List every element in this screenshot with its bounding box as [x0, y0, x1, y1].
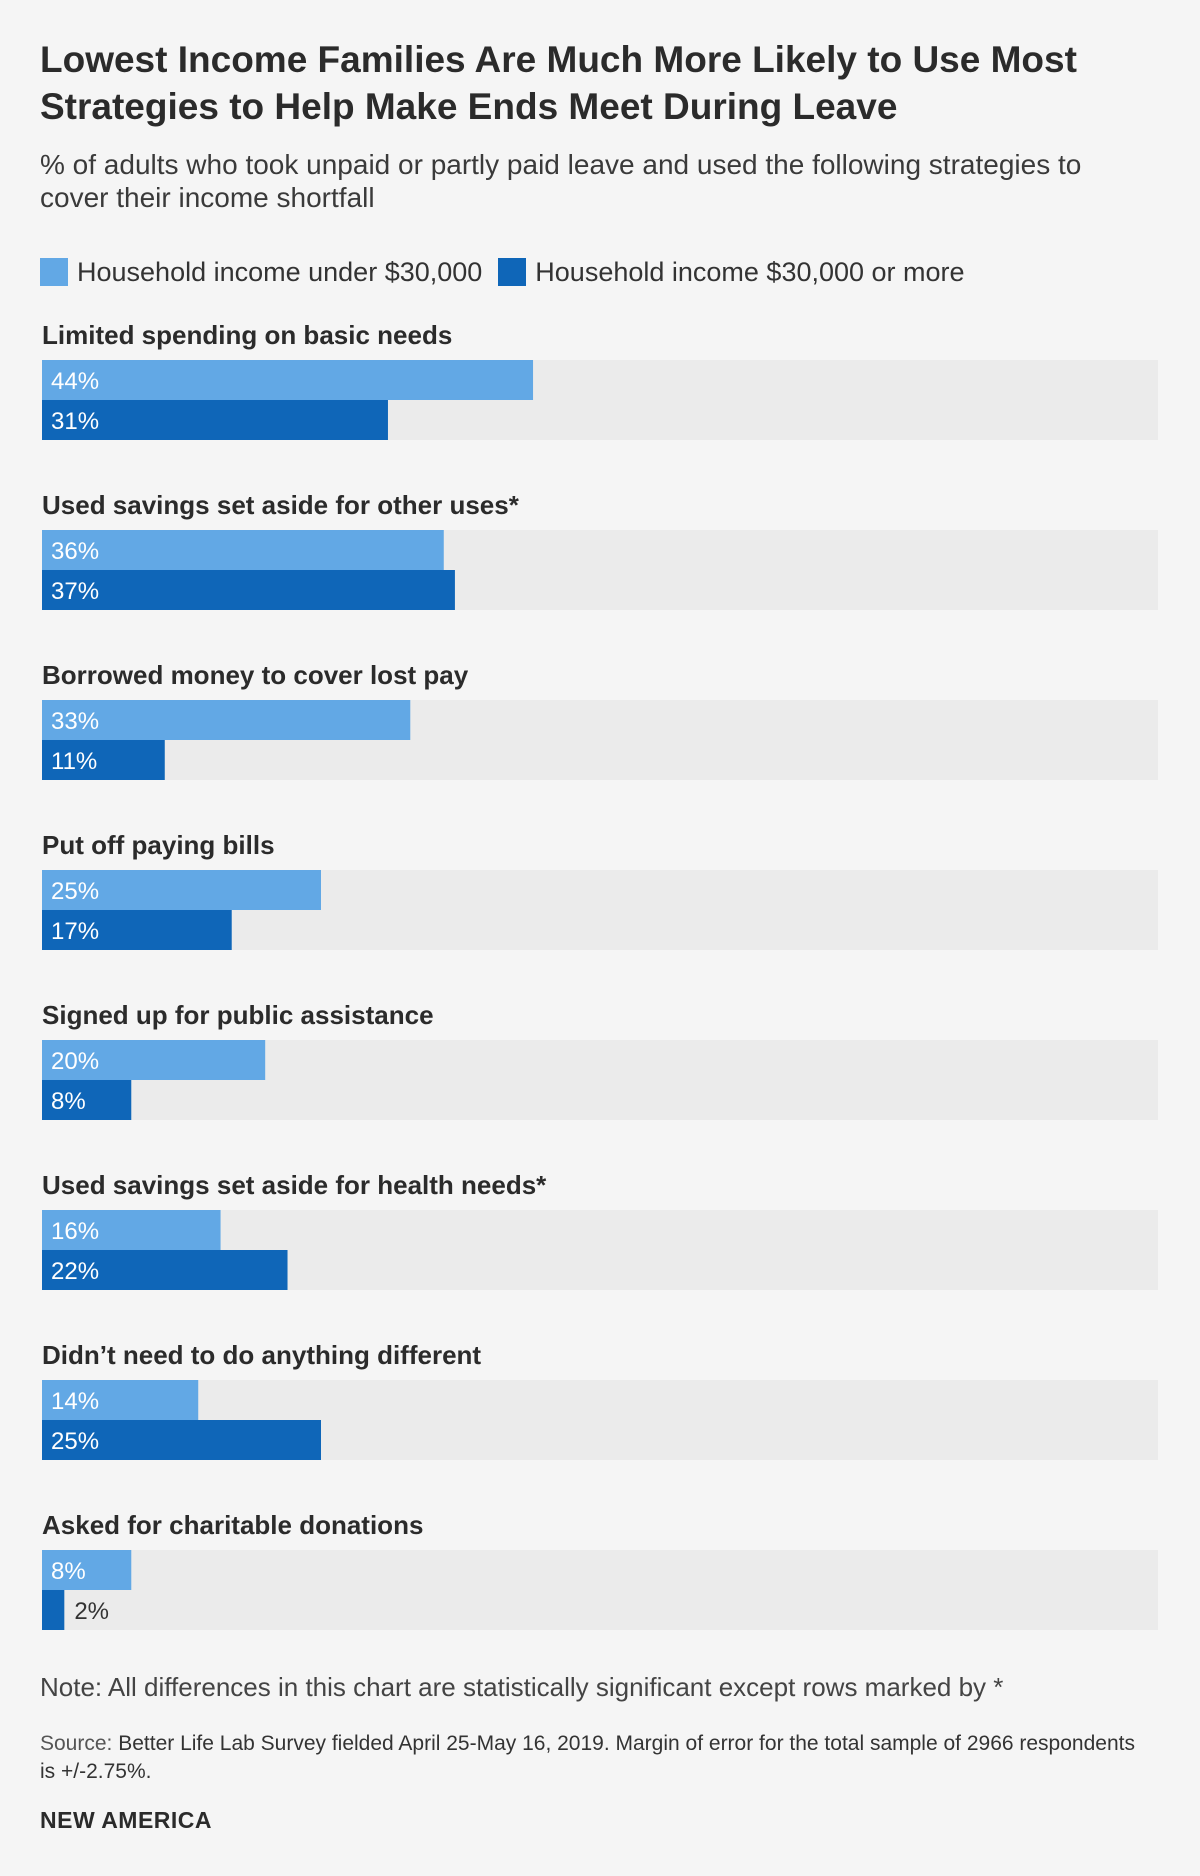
- legend-swatch-30k-or-more: [498, 258, 527, 286]
- data-label: 22%: [51, 1258, 99, 1285]
- bar: [42, 360, 534, 400]
- data-label: 2%: [74, 1598, 109, 1625]
- data-label: 31%: [51, 408, 99, 435]
- bar: [42, 1380, 199, 1420]
- data-label: 17%: [51, 918, 99, 945]
- category-label: Limited spending on basic needs: [42, 320, 452, 350]
- chart-legend: Household income under $30,000 Household…: [40, 255, 981, 289]
- data-label: 11%: [51, 748, 97, 775]
- legend-item-under-30k: Household income under $30,000: [40, 257, 482, 288]
- legend-label-30k-or-more: Household income $30,000 or more: [535, 256, 965, 287]
- bar: [42, 570, 455, 610]
- data-label: 8%: [51, 1088, 86, 1115]
- data-label: 20%: [51, 1048, 99, 1075]
- bar-track: [42, 1550, 1158, 1630]
- legend-item-30k-or-more: Household income $30,000 or more: [498, 256, 965, 288]
- chart-title: Lowest Income Families Are Much More Lik…: [40, 39, 1077, 127]
- bar-chart: Limited spending on basic needs 44% 31% Use…: [42, 320, 1158, 1630]
- category-label: Put off paying bills: [42, 830, 275, 860]
- bar: [42, 910, 232, 950]
- category-label: Borrowed money to cover lost pay: [42, 660, 469, 690]
- data-label: 33%: [51, 708, 99, 735]
- bar: [42, 1250, 288, 1290]
- bar: [42, 1040, 266, 1080]
- chart-source: Source: Better Life Lab Survey fielded A…: [40, 1730, 1150, 1786]
- legend-swatch-under-30k: [40, 258, 68, 286]
- legend-label-under-30k: Household income under $30,000: [77, 256, 483, 287]
- data-label: 16%: [51, 1218, 99, 1245]
- category-label: Used savings set aside for health needs*: [42, 1170, 547, 1200]
- source-text: Better Life Lab Survey fielded April 25-…: [40, 1732, 1135, 1783]
- data-label: 25%: [51, 1428, 99, 1455]
- bar: [42, 1590, 65, 1630]
- data-label: 8%: [51, 1558, 86, 1585]
- category-label: Signed up for public assistance: [42, 1000, 434, 1030]
- data-label: 14%: [51, 1388, 99, 1415]
- bar: [42, 1420, 321, 1460]
- bar: [42, 870, 321, 910]
- publisher-logo-text: NEW AMERICA: [40, 1807, 213, 1833]
- bar: [42, 700, 411, 740]
- category-label: Used savings set aside for other uses*: [42, 490, 520, 520]
- chart-note: Note: All differences in this chart are …: [40, 1672, 1004, 1702]
- bar: [42, 1550, 132, 1590]
- data-label: 36%: [51, 538, 99, 565]
- source-label: Source:: [40, 1732, 113, 1755]
- category-label: Asked for charitable donations: [42, 1510, 423, 1540]
- data-label: 37%: [51, 578, 99, 605]
- bar: [42, 740, 165, 780]
- bar: [42, 400, 388, 440]
- chart-subtitle: % of adults who took unpaid or partly pa…: [40, 149, 1082, 213]
- data-label: 44%: [51, 368, 99, 395]
- bar: [42, 1210, 221, 1250]
- bar: [42, 530, 444, 570]
- category-label: Didn’t need to do anything different: [42, 1340, 481, 1370]
- data-label: 25%: [51, 878, 99, 905]
- bar: [42, 1080, 132, 1120]
